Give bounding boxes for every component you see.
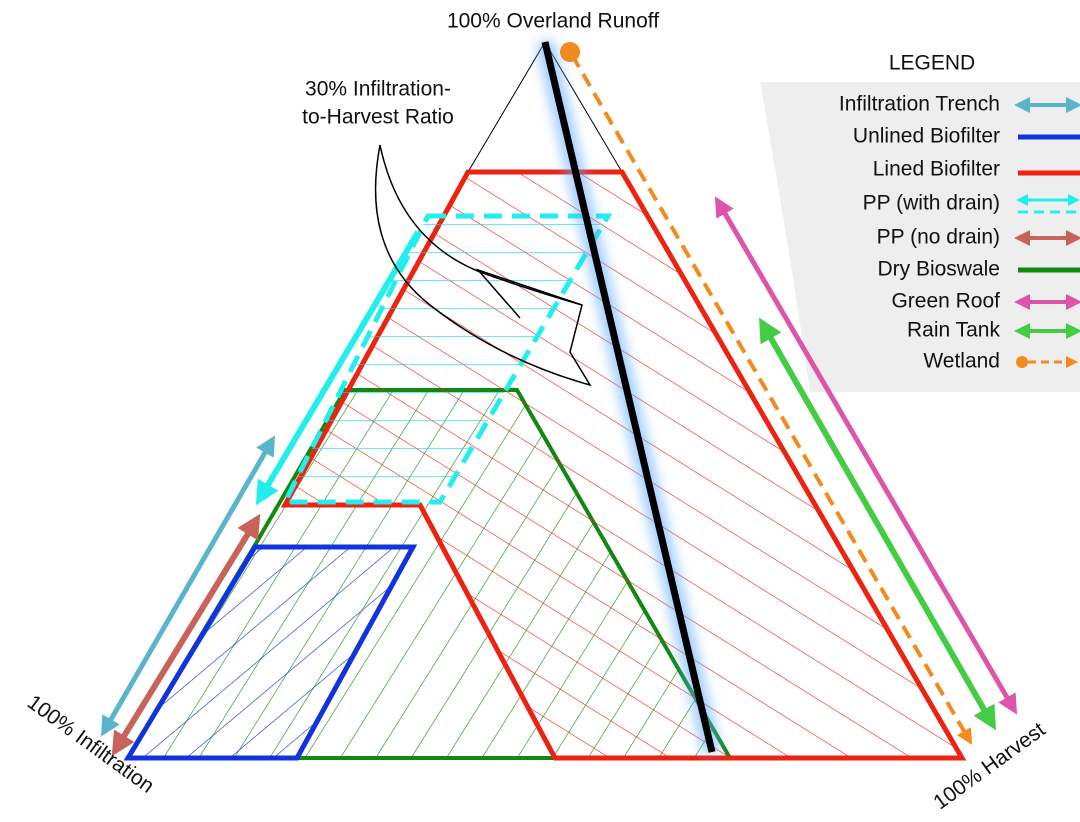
legend-label: Wetland (923, 350, 1000, 373)
legend-label: PP (with drain) (863, 192, 1000, 215)
legend-label: Lined Biofilter (873, 158, 1000, 181)
pp-no-drain-arrow (111, 513, 261, 757)
rain-tank-arrow (759, 317, 996, 731)
wetland-dot (560, 42, 580, 62)
ratio-line (541, 41, 716, 753)
legend-label: Infiltration Trench (839, 93, 1000, 116)
legend-label: Green Roof (891, 290, 1000, 313)
annotation-arrow-outline (374, 144, 592, 387)
guide-line (467, 41, 546, 173)
legend-label: Rain Tank (907, 319, 1001, 342)
legend-label: Unlined Biofilter (853, 125, 1000, 148)
legend-label: PP (no drain) (877, 226, 1000, 249)
top-label: 100% Overland Runoff (447, 10, 659, 33)
legend-label: Dry Bioswale (877, 258, 1000, 281)
pp-arrow (255, 230, 421, 506)
annotation-line: to-Harvest Ratio (302, 106, 454, 129)
legend-swatch (1016, 356, 1028, 368)
annotation-line: 30% Infiltration- (305, 78, 451, 101)
annotation-arrow-head (475, 268, 583, 319)
legend: Infiltration Trench Unlined Biofilter Li… (839, 93, 1080, 373)
legend-title: LEGEND (889, 52, 975, 75)
